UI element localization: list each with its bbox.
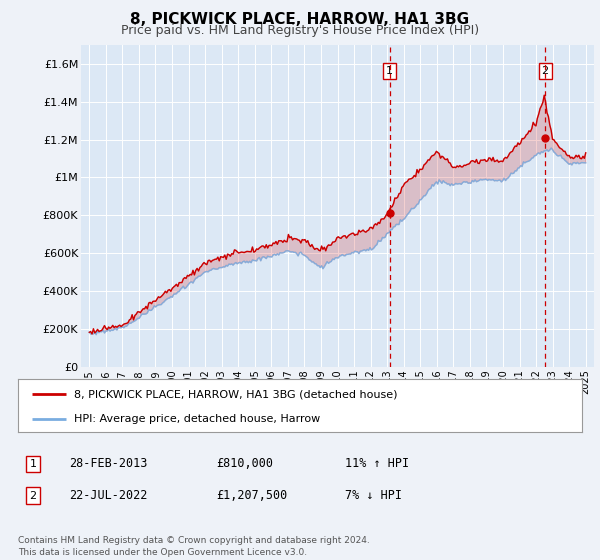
Text: HPI: Average price, detached house, Harrow: HPI: Average price, detached house, Harr… (74, 414, 320, 424)
Text: 2: 2 (29, 491, 37, 501)
Text: Contains HM Land Registry data © Crown copyright and database right 2024.
This d: Contains HM Land Registry data © Crown c… (18, 536, 370, 557)
Text: 8, PICKWICK PLACE, HARROW, HA1 3BG: 8, PICKWICK PLACE, HARROW, HA1 3BG (130, 12, 470, 27)
Text: £1,207,500: £1,207,500 (216, 489, 287, 502)
Text: 1: 1 (386, 66, 393, 76)
Text: 28-FEB-2013: 28-FEB-2013 (69, 457, 148, 470)
Text: Price paid vs. HM Land Registry's House Price Index (HPI): Price paid vs. HM Land Registry's House … (121, 24, 479, 36)
Text: 11% ↑ HPI: 11% ↑ HPI (345, 457, 409, 470)
Text: 22-JUL-2022: 22-JUL-2022 (69, 489, 148, 502)
Text: £810,000: £810,000 (216, 457, 273, 470)
Text: 7% ↓ HPI: 7% ↓ HPI (345, 489, 402, 502)
Text: 8, PICKWICK PLACE, HARROW, HA1 3BG (detached house): 8, PICKWICK PLACE, HARROW, HA1 3BG (deta… (74, 389, 398, 399)
Text: 1: 1 (29, 459, 37, 469)
Text: 2: 2 (542, 66, 549, 76)
